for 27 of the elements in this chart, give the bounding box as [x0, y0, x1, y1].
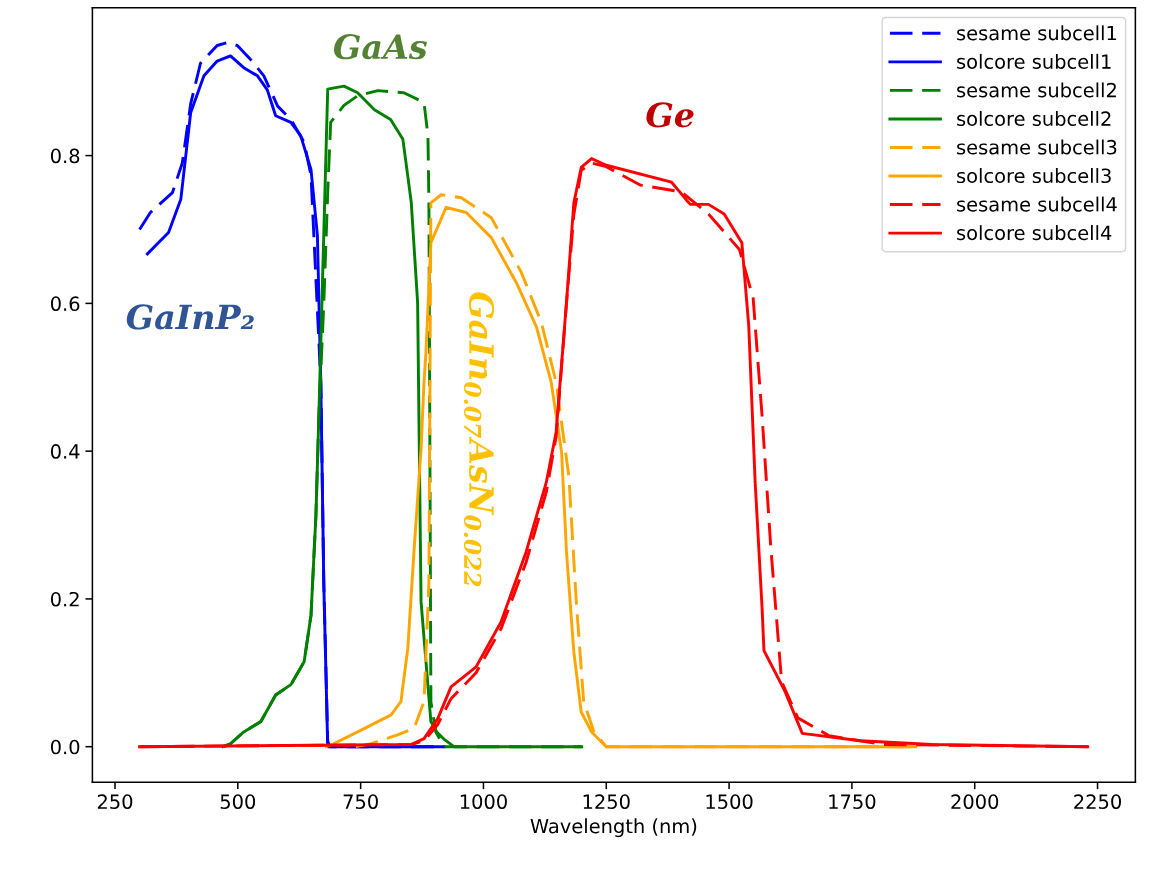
legend-label: solcore subcell2 [957, 110, 1111, 127]
legend-label: solcore subcell3 [957, 168, 1111, 184]
legend-label: solcore subcell4 [957, 225, 1112, 241]
x-axis-title: Wavelength (nm) [530, 818, 697, 838]
x-tick-label: 500 [220, 794, 256, 810]
annotation: GaInP₂ [126, 304, 254, 330]
legend-label: sesame subcell2 [957, 82, 1116, 98]
y-tick-label: 0.6 [50, 296, 80, 312]
legend-label: solcore subcell1 [957, 53, 1111, 69]
legend-label: sesame subcell3 [957, 139, 1117, 155]
x-tick-label: 250 [97, 794, 133, 810]
x-tick-label: 2000 [951, 794, 999, 810]
annotation: GaIn$_{0.07}$AsN$_{0.022}$ [463, 292, 495, 587]
legend-label: sesame subcell4 [957, 196, 1117, 212]
x-tick-label: 750 [343, 794, 378, 810]
x-tick-label: 1000 [460, 794, 507, 810]
x-tick-label: 1750 [829, 794, 876, 810]
legend-label: sesame subcell1 [957, 25, 1117, 41]
y-tick-label: 0.4 [50, 444, 80, 459]
x-tick-label: 1500 [706, 794, 753, 810]
y-tick-label: 0.2 [50, 591, 79, 607]
annotation: Ge [646, 102, 694, 128]
x-tick-label: 2250 [1074, 794, 1121, 810]
y-tick-label: 0.0 [50, 739, 80, 755]
y-tick-label: 0.8 [50, 148, 80, 164]
annotation: GaAs [333, 34, 427, 60]
x-tick-label: 1250 [583, 794, 630, 810]
